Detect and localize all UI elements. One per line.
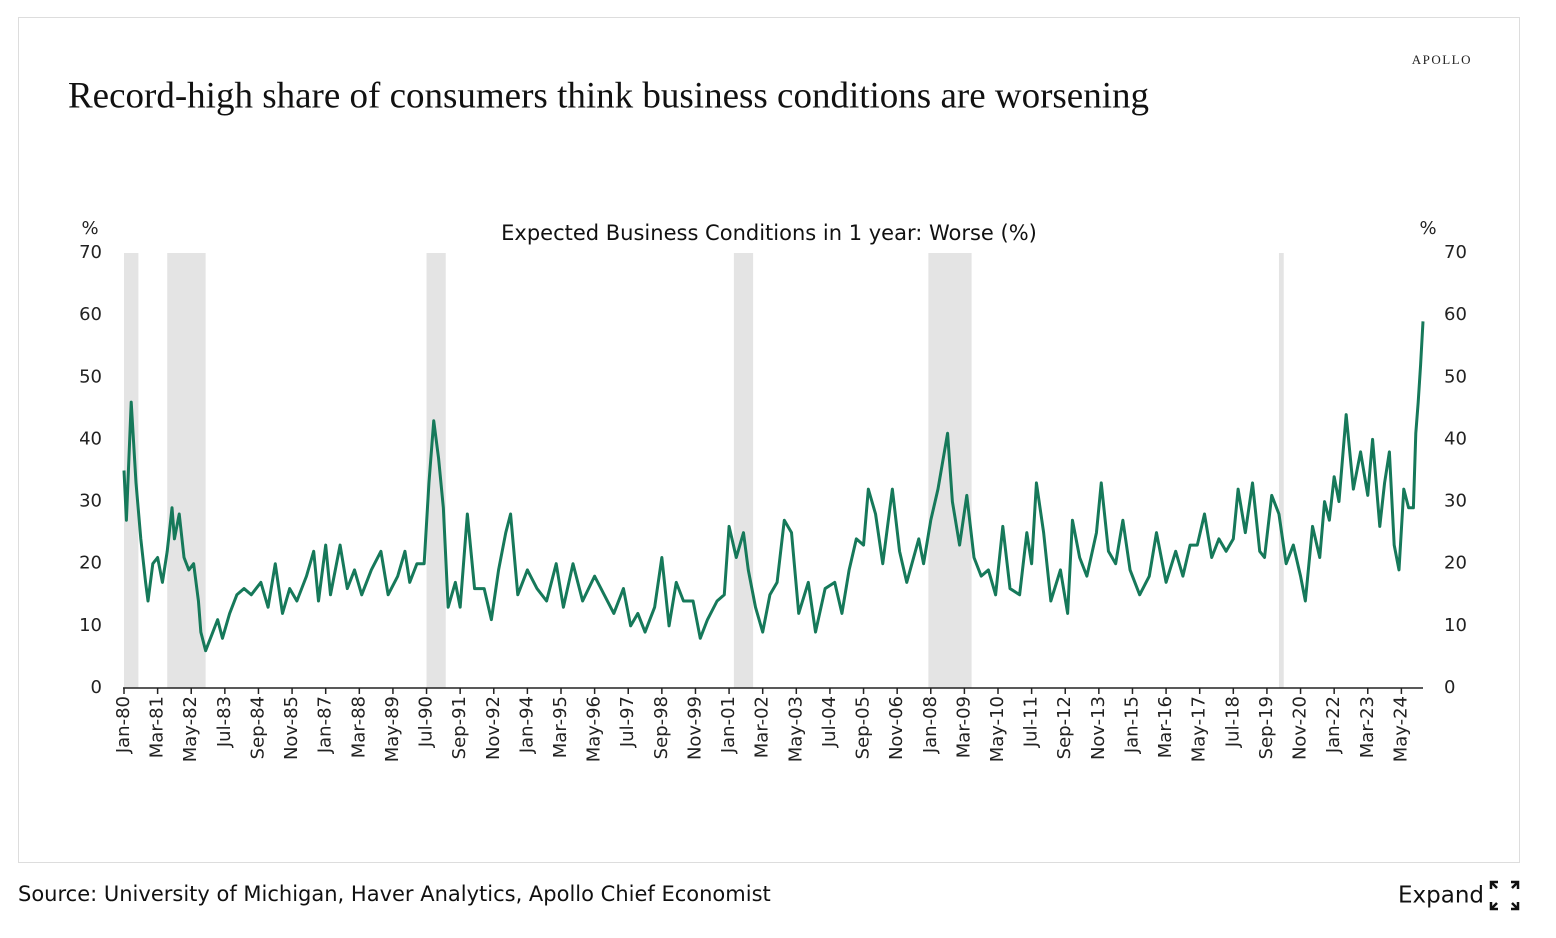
y2-tick-label: 50 bbox=[1444, 366, 1467, 387]
series-line bbox=[122, 321, 1425, 653]
y2-tick-label: 70 bbox=[1444, 242, 1467, 263]
x-tick-label: Nov-99 bbox=[684, 696, 705, 760]
chart-title: Record-high share of consumers think bus… bbox=[68, 75, 1149, 116]
x-tick-label: May-89 bbox=[382, 696, 403, 762]
y-axis-label: % bbox=[81, 218, 98, 239]
x-tick-label: Nov-20 bbox=[1290, 696, 1311, 760]
x-tick-label: Mar-88 bbox=[348, 696, 369, 758]
x-tick-label: Nov-13 bbox=[1088, 696, 1109, 760]
y-tick-label: 50 bbox=[79, 366, 102, 387]
x-tick-label: Mar-02 bbox=[752, 696, 773, 758]
x-tick-label: Jan-08 bbox=[920, 696, 941, 754]
y-tick-label: 70 bbox=[79, 242, 102, 263]
expand-icon[interactable] bbox=[1489, 880, 1520, 911]
recession-band bbox=[1278, 253, 1284, 688]
source: Source: University of Michigan, Haver An… bbox=[18, 882, 771, 906]
x-tick-label: Jan-22 bbox=[1323, 696, 1344, 754]
x-tick-label: May-82 bbox=[180, 696, 201, 762]
x-tick-label: Jul-90 bbox=[416, 696, 437, 748]
x-tick-label: Jul-04 bbox=[819, 696, 840, 748]
chart-subtitle: Expected Business Conditions in 1 year: … bbox=[501, 221, 1037, 245]
x-tick-label: Sep-12 bbox=[1054, 696, 1075, 759]
x-tick-label: May-24 bbox=[1390, 696, 1411, 762]
brand: APOLLO bbox=[1412, 52, 1472, 67]
x-tick-label: May-17 bbox=[1189, 696, 1210, 762]
recession-band bbox=[124, 253, 139, 688]
x-tick-label: Nov-06 bbox=[886, 696, 907, 760]
x-tick-label: Jul-83 bbox=[214, 696, 235, 748]
x-tick-label: May-10 bbox=[987, 696, 1008, 762]
x-tick-label: Nov-92 bbox=[483, 696, 504, 760]
y-tick-label: 10 bbox=[79, 615, 102, 636]
x-tick-label: Sep-98 bbox=[651, 696, 672, 759]
card bbox=[18, 17, 1520, 863]
x-tick-label: Nov-85 bbox=[281, 696, 302, 760]
y-tick-label: 0 bbox=[91, 677, 102, 698]
y2-tick-label: 60 bbox=[1444, 304, 1467, 325]
x-tick-label: Jan-80 bbox=[113, 696, 134, 754]
x-tick-label: Jul-11 bbox=[1021, 696, 1042, 748]
x-tick-label: Jan-87 bbox=[315, 696, 336, 754]
x-tick-label: Mar-81 bbox=[147, 696, 168, 758]
y2-tick-label: 0 bbox=[1444, 677, 1455, 698]
y2-axis-label: % bbox=[1419, 218, 1436, 239]
x-tick-label: Jan-94 bbox=[516, 696, 537, 754]
x-tick-label: Jan-15 bbox=[1121, 696, 1142, 754]
y-tick-label: 60 bbox=[79, 304, 102, 325]
y-tick-label: 20 bbox=[79, 553, 102, 574]
y2-tick-label: 10 bbox=[1444, 615, 1467, 636]
expand-label[interactable]: Expand bbox=[1398, 883, 1484, 909]
x-tick-label: Sep-19 bbox=[1256, 696, 1277, 759]
plot: 0 10 20 30 40 50 60 70 0 10 20 30 40 50 60 70 Jan-80 Mar-… bbox=[79, 242, 1467, 762]
y-tick-label: 40 bbox=[79, 428, 102, 449]
y-tick-label: 30 bbox=[79, 491, 102, 512]
x-tick-label: May-96 bbox=[584, 696, 605, 762]
y2-tick-label: 30 bbox=[1444, 491, 1467, 512]
y2-tick-label: 40 bbox=[1444, 428, 1467, 449]
x-tick-label: Mar-16 bbox=[1155, 696, 1176, 758]
x-tick-label: Sep-91 bbox=[449, 696, 470, 759]
x-tick-label: Sep-84 bbox=[247, 696, 268, 759]
x-tick-label: Jul-97 bbox=[617, 696, 638, 748]
expand-button[interactable]: Expand bbox=[1398, 880, 1520, 911]
recession-band bbox=[733, 253, 754, 688]
x-tick-label: May-03 bbox=[785, 696, 806, 762]
x-tick-label: Mar-09 bbox=[953, 696, 974, 758]
recession-band bbox=[426, 253, 446, 688]
x-tick-label: Jan-01 bbox=[718, 696, 739, 754]
x-tick-label: Jul-18 bbox=[1222, 696, 1243, 748]
x-tick-label: Mar-95 bbox=[550, 696, 571, 758]
x-tick-label: Sep-05 bbox=[853, 696, 874, 759]
x-tick-label: Mar-23 bbox=[1357, 696, 1378, 758]
y2-tick-label: 20 bbox=[1444, 553, 1467, 574]
